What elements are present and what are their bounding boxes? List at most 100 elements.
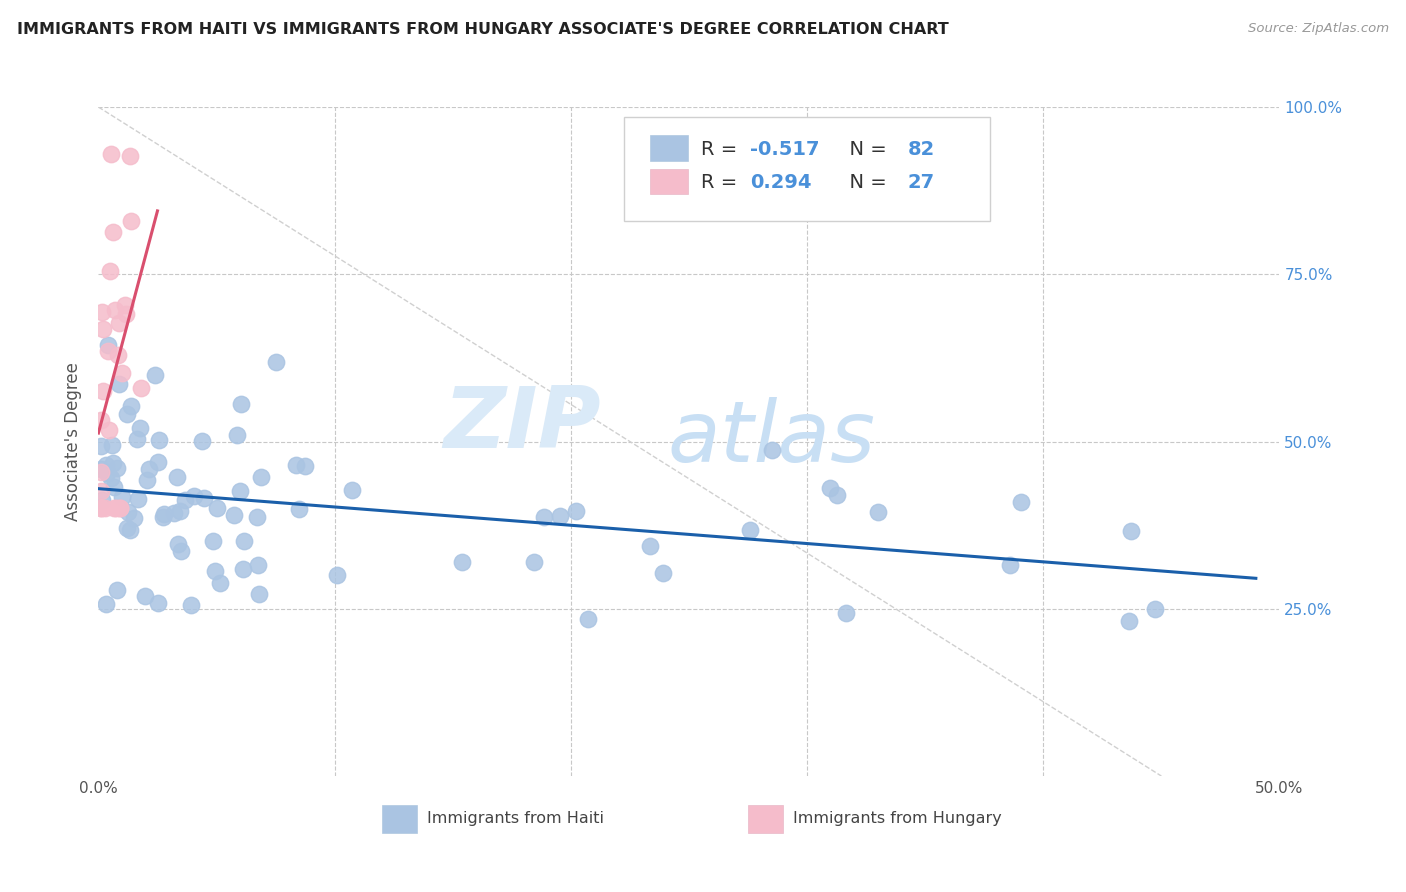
Point [108,316,131,330]
Point [91,384,114,398]
Point [640,539,662,553]
Point [108,501,131,516]
Text: ZIP: ZIP [443,384,600,467]
Point [247,587,270,601]
FancyBboxPatch shape [650,136,688,161]
Point [145,368,167,382]
Point [103,501,125,516]
Point [105,501,128,516]
Point [128,421,150,435]
Point [818,481,841,495]
Point [288,501,311,516]
Point [96,466,118,480]
Point [103,456,125,470]
Point [91,492,114,507]
Point [340,483,363,497]
Point [193,491,215,505]
Point [90,413,112,427]
Point [209,575,232,590]
Point [128,492,150,507]
Text: 27: 27 [907,173,935,192]
Point [835,607,858,621]
Point [170,544,193,558]
Point [285,458,308,472]
Text: N =: N = [837,140,893,159]
Text: Immigrants from Haiti: Immigrants from Haiti [427,811,603,826]
Point [111,366,134,380]
Text: Immigrants from Hungary: Immigrants from Hungary [793,811,1001,826]
Point [1119,524,1142,538]
Point [105,460,128,475]
Point [247,558,270,573]
Point [120,213,142,227]
Point [97,423,120,437]
Point [191,434,214,449]
Point [450,556,472,570]
Point [246,510,269,524]
Text: R =: R = [700,173,749,192]
Point [118,148,141,162]
FancyBboxPatch shape [382,805,418,833]
Point [111,490,134,504]
Point [100,146,122,161]
Point [146,455,169,469]
Point [122,511,145,525]
Text: R =: R = [700,140,744,159]
Point [94,597,117,611]
Point [1143,602,1166,616]
Point [90,501,112,516]
Point [101,225,124,239]
Point [180,598,202,612]
Point [97,338,120,352]
Point [533,509,555,524]
Point [827,488,849,502]
Point [183,489,205,503]
Point [229,397,252,411]
Point [229,483,252,498]
Point [90,439,112,453]
Text: N =: N = [837,173,893,192]
Point [96,458,118,473]
Point [163,507,186,521]
Point [866,505,889,519]
Point [105,582,128,597]
Point [201,533,224,548]
Point [998,558,1021,572]
Point [107,348,129,362]
Point [90,483,112,498]
Point [205,501,228,516]
Point [740,523,762,537]
Point [120,523,142,537]
Point [117,505,139,519]
Point [266,355,288,369]
Point [104,302,127,317]
Point [94,501,117,516]
Point [166,470,188,484]
Point [204,564,226,578]
Text: 82: 82 [907,140,935,159]
Point [651,566,673,580]
Point [125,432,148,446]
Point [294,458,316,473]
Point [326,568,349,582]
Point [108,501,131,516]
FancyBboxPatch shape [748,805,783,833]
Point [97,343,120,358]
Point [146,596,169,610]
FancyBboxPatch shape [624,117,990,220]
Point [103,480,125,494]
Point [152,509,174,524]
Text: atlas: atlas [668,397,876,480]
Point [138,462,160,476]
Point [115,521,138,535]
Point [169,504,191,518]
Point [90,501,112,516]
Point [1010,495,1032,509]
Point [1118,614,1140,628]
Point [565,503,588,517]
Point [135,474,157,488]
Point [148,433,170,447]
Text: 0.294: 0.294 [751,173,811,192]
Point [250,470,273,484]
Point [761,443,783,458]
